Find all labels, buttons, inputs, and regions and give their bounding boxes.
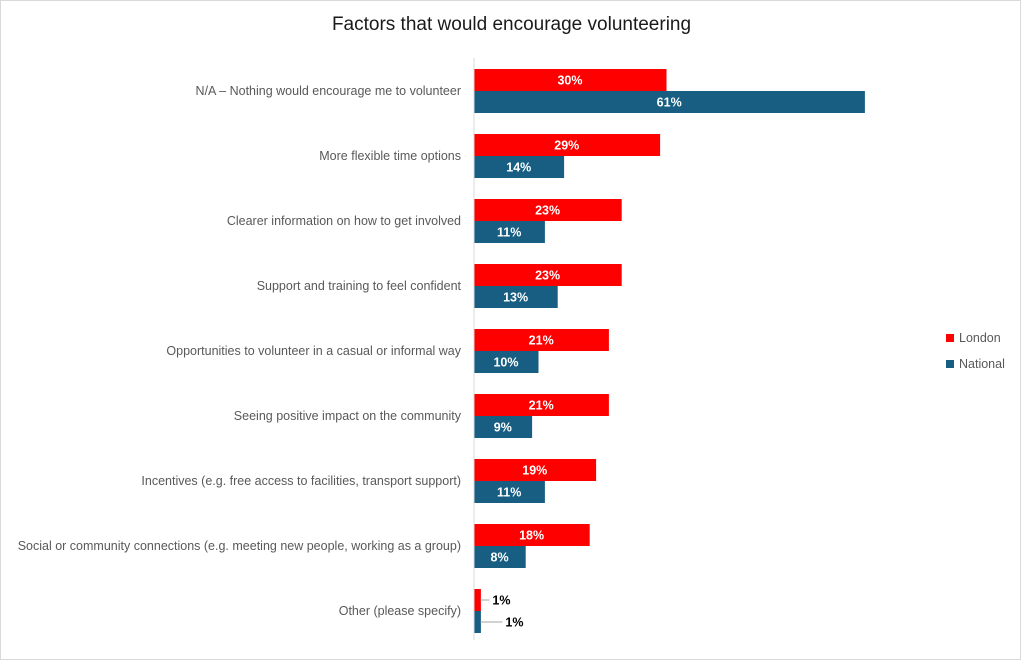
legend-item-national: National xyxy=(946,357,1005,371)
data-label-london: 23% xyxy=(535,204,560,218)
legend-label-national: National xyxy=(959,357,1005,371)
category-label: Incentives (e.g. free access to faciliti… xyxy=(141,474,461,488)
bar-national xyxy=(474,221,545,243)
bar-national xyxy=(474,91,865,113)
bar-national xyxy=(474,351,539,373)
data-label-london: 30% xyxy=(557,74,582,88)
data-label-london: 18% xyxy=(519,529,544,543)
data-label-london: 19% xyxy=(522,464,547,478)
data-label-national: 13% xyxy=(503,291,528,305)
category-label: Social or community connections (e.g. me… xyxy=(18,539,461,553)
category-label: Seeing positive impact on the community xyxy=(234,409,462,423)
data-label-national: 11% xyxy=(497,226,521,240)
data-label-national: 1% xyxy=(505,616,523,630)
bar-london xyxy=(474,329,609,351)
data-label-national: 9% xyxy=(494,421,512,435)
data-label-national: 61% xyxy=(657,96,682,110)
bar-national xyxy=(474,546,526,568)
data-label-national: 11% xyxy=(497,486,521,500)
bar-london xyxy=(474,134,661,156)
data-label-london: 1% xyxy=(492,594,510,608)
category-label: Other (please specify) xyxy=(339,604,461,618)
bar-london xyxy=(474,459,597,481)
data-label-national: 8% xyxy=(491,551,509,565)
bar-london xyxy=(474,589,481,611)
bar-national xyxy=(474,481,545,503)
data-label-london: 21% xyxy=(529,334,554,348)
category-label: N/A – Nothing would encourage me to volu… xyxy=(196,84,461,98)
bar-london xyxy=(474,264,622,286)
bar-national xyxy=(474,611,481,633)
bar-london xyxy=(474,394,609,416)
bar-london xyxy=(474,69,667,91)
chart-title: Factors that would encourage volunteerin… xyxy=(331,14,692,35)
category-label: Support and training to feel confident xyxy=(257,279,462,293)
legend-item-london: London xyxy=(946,331,1001,345)
category-label: Clearer information on how to get involv… xyxy=(227,214,461,228)
legend-label-london: London xyxy=(959,331,1001,345)
legend-swatch-national xyxy=(946,360,954,368)
data-label-london: 29% xyxy=(554,139,579,153)
bar-national xyxy=(474,416,533,438)
bar-london xyxy=(474,524,590,546)
legend-swatch-london xyxy=(946,334,954,342)
bar-london xyxy=(474,199,622,221)
data-label-national: 10% xyxy=(493,356,518,370)
bar-national xyxy=(474,156,565,178)
category-label: More flexible time options xyxy=(319,149,461,163)
category-label: Opportunities to volunteer in a casual o… xyxy=(166,344,461,358)
data-label-london: 21% xyxy=(529,399,554,413)
data-label-national: 14% xyxy=(506,161,531,175)
data-label-london: 23% xyxy=(535,269,560,283)
bar-national xyxy=(474,286,558,308)
